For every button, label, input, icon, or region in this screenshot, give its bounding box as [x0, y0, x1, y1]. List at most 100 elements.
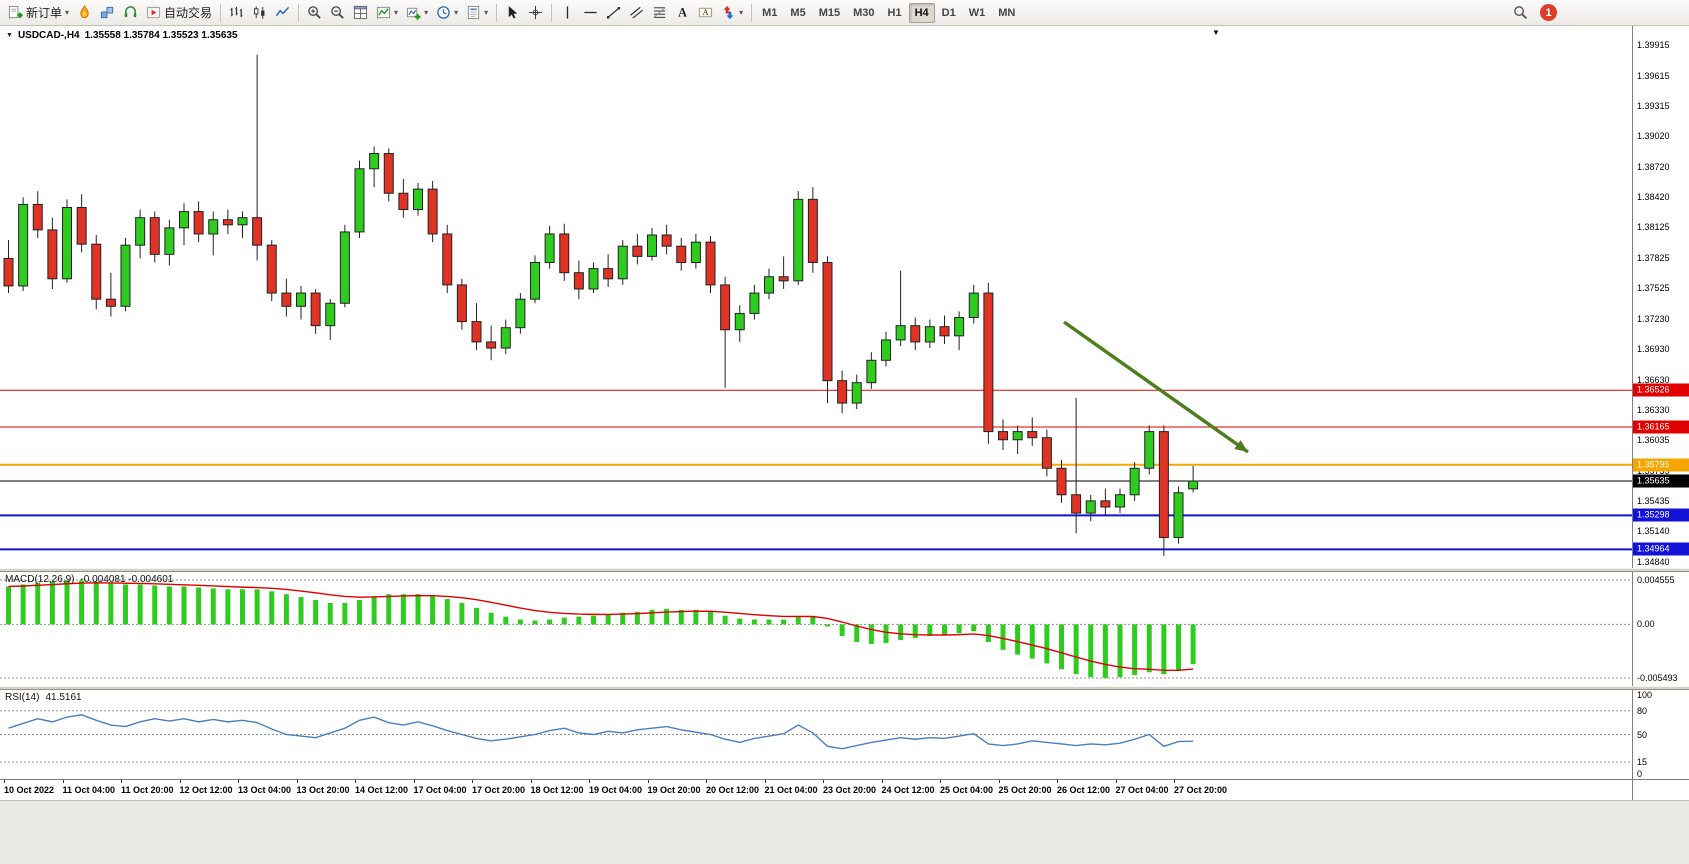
timeframe-d1-button[interactable]: D1	[941, 6, 956, 19]
time-axis-tick	[647, 780, 649, 783]
timeframe-h1-button[interactable]: H1	[887, 6, 902, 19]
crosshair-button[interactable]	[524, 2, 547, 24]
time-axis-tick	[706, 780, 707, 783]
hotkeys-button[interactable]	[73, 2, 96, 24]
price-axis-label: 1.35435	[1637, 496, 1670, 507]
indicators-button[interactable]: ▾	[372, 2, 402, 24]
macd-chart	[0, 579, 1632, 679]
macd-axis-label: -0.005493	[1637, 673, 1678, 683]
chevron-down-icon: ▾	[424, 7, 429, 17]
horizontal-line-button[interactable]	[579, 2, 602, 24]
market-watch-button[interactable]	[96, 2, 119, 24]
text-label-button[interactable]: A	[694, 2, 717, 24]
zoom-in-button[interactable]	[303, 2, 326, 24]
time-axis-tick	[764, 780, 766, 783]
rsi-axis-label: 100	[1637, 690, 1653, 700]
candlestick-chart-button[interactable]	[248, 2, 271, 24]
rsi-axis-label: 80	[1637, 705, 1648, 716]
trendline-icon	[606, 5, 621, 20]
time-axis-tick	[1174, 780, 1175, 783]
fibonacci-icon	[652, 5, 667, 20]
rsi-axis-label: 0	[1637, 769, 1643, 779]
timeframe-m5-button[interactable]: M5	[790, 6, 806, 19]
time-axis-label: 10 Oct 2022	[4, 785, 55, 795]
time-axis-tick	[4, 780, 5, 783]
notification-badge[interactable]: 1	[1540, 4, 1557, 21]
timeframe-m15-button[interactable]: M15	[818, 6, 841, 19]
trendline-button[interactable]	[602, 2, 625, 24]
panel-splitter[interactable]	[0, 686, 1689, 690]
price-axis[interactable]: 1.39915 1.39615 1.39315 1.39020 1.38720 1.384…	[1632, 26, 1689, 568]
price-level-tag: 1.35795	[1633, 458, 1689, 472]
chevron-down-icon: ▾	[739, 7, 744, 17]
price-level-tag: 1.34964	[1633, 542, 1689, 556]
channel-button[interactable]	[625, 2, 648, 24]
time-axis-label: 19 Oct 20:00	[647, 785, 701, 795]
arrows-button[interactable]: ▾	[717, 2, 747, 24]
time-axis-tick	[1057, 780, 1058, 783]
macd-axis-label: 0.00	[1637, 619, 1655, 630]
macd-panel[interactable]: 0.004555 0.00 -0.005493 MACD(12,26,9) -0.0…	[0, 572, 1689, 686]
price-axis-label: 1.37525	[1637, 283, 1670, 294]
timeframe-h4-button[interactable]: H4	[908, 2, 935, 23]
rsi-label: RSI(14) 41.5161	[5, 692, 82, 703]
rsi-panel[interactable]: 100 80 50 15 0 RSI(14) 41.5161	[0, 690, 1689, 779]
vertical-line-button[interactable]	[556, 2, 579, 24]
add-indicator-button[interactable]: ▾	[402, 2, 432, 24]
oneclick-expand-icon[interactable]: ▼	[6, 32, 13, 39]
time-axis-label: 25 Oct 04:00	[940, 785, 994, 795]
toolbar-separator	[751, 3, 753, 22]
timeframe-m30-button[interactable]: M30	[853, 6, 875, 19]
time-axis-tick	[296, 780, 298, 783]
chevron-down-icon: ▾	[394, 7, 399, 17]
vertical-line-icon	[560, 5, 575, 20]
time-axis-tick	[179, 780, 181, 783]
timeframe-mn-button[interactable]: MN	[998, 6, 1016, 19]
timeframe-m1-button[interactable]: M1	[762, 6, 778, 19]
zoom-out-button[interactable]	[326, 2, 349, 24]
templates-button[interactable]: ▾	[462, 2, 492, 24]
price-axis-label: 1.38720	[1637, 161, 1670, 172]
toolbar-separator	[551, 3, 553, 22]
toolbar-separator	[298, 3, 300, 22]
new-order-button[interactable]: 新订单 ▾	[4, 2, 73, 24]
chart-shift-icon[interactable]: ▼	[1212, 28, 1220, 37]
price-axis-label: 1.36630	[1637, 374, 1670, 385]
time-axis-tick	[413, 780, 415, 783]
macd-values: -0.004081 -0.004601	[80, 574, 174, 585]
crosshair-icon	[528, 5, 543, 20]
macd-name: MACD(12,26,9)	[5, 574, 75, 585]
price-panel[interactable]: 1.39915 1.39615 1.39315 1.39020 1.38720 1.384…	[0, 26, 1689, 568]
svg-text:A: A	[703, 7, 710, 17]
panel-splitter[interactable]	[0, 568, 1689, 572]
text-icon: A	[675, 5, 690, 20]
tile-windows-button[interactable]	[349, 2, 372, 24]
template-icon	[466, 5, 481, 20]
line-chart-button[interactable]	[271, 2, 294, 24]
toolbar-right-group: 1	[1509, 2, 1557, 24]
cursor-button[interactable]	[501, 2, 524, 24]
price-level-tag: 1.36526	[1633, 383, 1689, 397]
time-axis-tick	[62, 780, 64, 783]
time-axis-label: 17 Oct 04:00	[413, 785, 467, 795]
periods-button[interactable]: ▾	[432, 2, 462, 24]
bar-chart-button[interactable]	[225, 2, 248, 24]
time-axis-tick	[1115, 780, 1117, 783]
bar-chart-icon	[229, 5, 244, 20]
headset-icon	[123, 5, 138, 20]
text-button[interactable]: A	[671, 2, 694, 24]
time-axis-tick	[472, 780, 473, 783]
horizontal-line-icon	[583, 5, 598, 20]
timeframe-w1-button[interactable]: W1	[968, 6, 986, 19]
search-button[interactable]	[1509, 2, 1532, 24]
time-axis[interactable]: 10 Oct 2022 11 Oct 04:00 11 Oct 20:00 12 Oc…	[0, 779, 1689, 800]
time-axis-tick	[940, 780, 941, 783]
support-button[interactable]	[119, 2, 142, 24]
trend-arrow	[1234, 440, 1248, 452]
fibonacci-button[interactable]	[648, 2, 671, 24]
candlestick-chart[interactable]	[0, 26, 1632, 568]
arrows-icon	[721, 5, 736, 20]
autotrading-button[interactable]: 自动交易	[142, 2, 216, 24]
rsi-value: 41.5161	[45, 692, 82, 703]
